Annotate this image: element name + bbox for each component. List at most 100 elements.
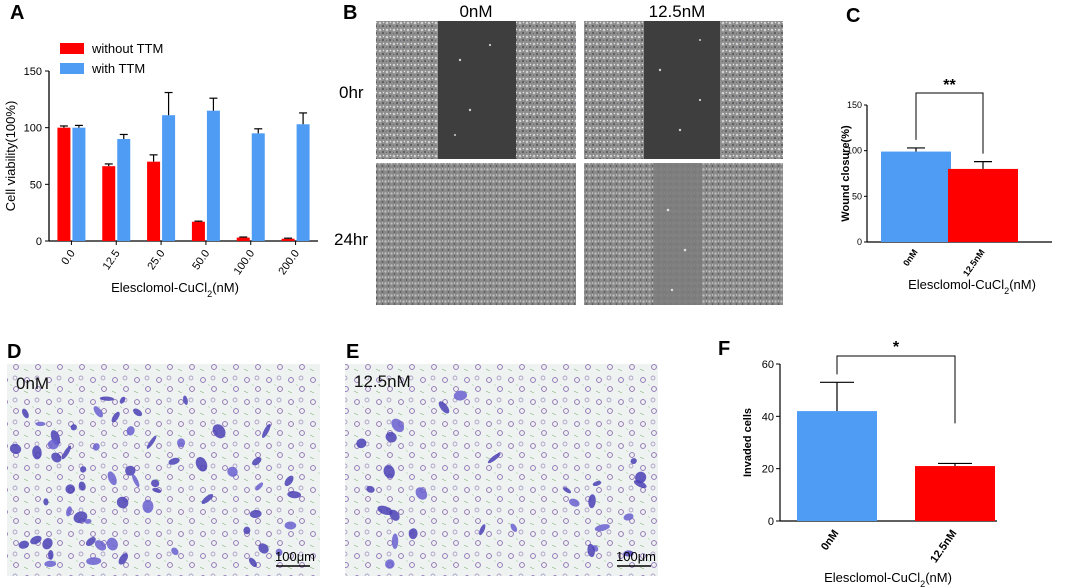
- y-tick-label-c-0: 0: [857, 237, 862, 247]
- invaded-cell: [168, 457, 180, 465]
- invaded-cell: [284, 475, 294, 487]
- invaded-cell: [132, 408, 143, 417]
- chart-a-x-axis-label: Elesclomol-CuCl2(nM): [111, 280, 239, 299]
- invaded-cell: [594, 524, 610, 532]
- bar-a-with-ttm-25-0: [162, 115, 176, 241]
- invaded-cell: [85, 537, 96, 547]
- bar-a-with-ttm-100-0: [251, 133, 265, 241]
- invaded-cell: [630, 458, 637, 465]
- invaded-cell: [415, 487, 428, 500]
- bar-a-without-ttm-25-0: [147, 161, 161, 241]
- y-tick-label-f-60: 60: [762, 359, 774, 371]
- invaded-cell: [30, 535, 42, 545]
- wound-assay-grid: 0nM 12.5nM 0hr 24hr: [334, 2, 783, 305]
- invaded-cell: [408, 528, 418, 540]
- invaded-cell: [42, 538, 53, 550]
- wound-image-12-5nm-0hr: [584, 21, 783, 159]
- invaded-cell: [438, 401, 450, 414]
- invaded-cell: [183, 395, 188, 405]
- y-tick-label-a-0: 0: [36, 236, 42, 248]
- invaded-cell: [119, 396, 126, 404]
- invaded-cell: [568, 498, 580, 507]
- invaded-cell: [48, 549, 54, 560]
- invaded-cell: [142, 499, 154, 513]
- invaded-cell: [453, 390, 468, 401]
- scale-label-d: 100μm: [275, 549, 315, 564]
- invaded-cell: [65, 484, 76, 494]
- x-tick-label-f-0nm: 0nM: [819, 528, 841, 553]
- y-tick-label-a-50: 50: [30, 179, 42, 191]
- chart-c-x-axis-label: Elesclomol-CuCl2(nM): [908, 277, 1036, 296]
- invaded-cell: [32, 445, 42, 460]
- invaded-cell: [43, 498, 49, 506]
- invaded-cell: [35, 421, 46, 427]
- invaded-cell: [51, 452, 62, 463]
- transwell-label-0nm: 0nM: [16, 374, 49, 393]
- x-tick-label-c-12-5nm: 12.5nM: [961, 247, 987, 278]
- invaded-cell: [177, 438, 186, 448]
- invaded-cell: [255, 482, 264, 491]
- y-tick-label-f-20: 20: [762, 464, 774, 476]
- invaded-cell: [118, 553, 129, 565]
- invaded-cell: [275, 548, 283, 556]
- x-tick-label-f-12-5nm: 12.5nM: [928, 528, 959, 565]
- bar-a-with-ttm-50-0: [206, 110, 220, 242]
- invaded-cell: [479, 524, 486, 536]
- invaded-cell: [243, 526, 251, 535]
- y-axis-label-a: Cell viability(100%): [3, 101, 18, 212]
- invaded-cell: [84, 518, 92, 524]
- invaded-cell: [385, 431, 397, 443]
- x-tick-label-c-0nm: 0nM: [901, 247, 920, 267]
- legend-label-without-ttm: without TTM: [91, 41, 163, 56]
- wound-row-label-0hr: 0hr: [339, 83, 364, 102]
- invaded-cell: [21, 408, 29, 419]
- wound-image-12-5nm-24hr: [584, 163, 783, 305]
- y-tick-label-c-50: 50: [852, 191, 862, 201]
- chart-f-x-axis-label: Elesclomol-CuCl2(nM): [824, 570, 952, 588]
- invaded-cell: [18, 540, 30, 549]
- bar-a-without-ttm-50-0: [191, 221, 205, 241]
- y-tick-label-c-150: 150: [847, 100, 862, 110]
- invaded-cell: [588, 494, 596, 509]
- invaded-cell: [623, 513, 634, 521]
- transwell-label-12-5nm: 12.5nM: [354, 372, 411, 391]
- bar-a-with-ttm-12-5: [117, 139, 131, 241]
- invaded-cell: [99, 396, 115, 401]
- bar-a-without-ttm-200-0: [281, 238, 295, 241]
- invaded-cell: [111, 411, 120, 423]
- invaded-cell: [592, 480, 602, 487]
- invaded-cell: [249, 509, 262, 518]
- x-tick-label-a-12-5: 12.5: [101, 248, 123, 272]
- invaded-cell: [93, 406, 103, 418]
- invaded-cell: [146, 435, 157, 449]
- invaded-cell: [70, 424, 77, 431]
- panel-letter-b: B: [343, 2, 357, 24]
- invaded-cell: [356, 438, 367, 449]
- panel-letter-c: C: [846, 5, 860, 27]
- significance-bracket-f: [836, 355, 956, 424]
- wound-image-0nm-0hr: [376, 21, 576, 159]
- invaded-cell: [287, 491, 302, 499]
- invaded-cell: [623, 550, 634, 557]
- invaded-cell: [80, 466, 87, 473]
- y-tick-label-a-100: 100: [24, 123, 42, 135]
- invaded-cell: [195, 456, 208, 472]
- invaded-cell: [92, 443, 100, 451]
- invaded-cell: [391, 533, 399, 550]
- invaded-cell: [78, 481, 86, 491]
- y-tick-label-f-40: 40: [762, 411, 774, 423]
- invaded-cell: [152, 487, 162, 493]
- invaded-cell: [94, 540, 107, 551]
- invaded-cell: [587, 543, 595, 558]
- invaded-cell: [383, 464, 395, 479]
- bar-c-12-5nm: [948, 168, 1018, 242]
- invaded-cell: [385, 559, 395, 569]
- panel-letter-d: D: [7, 341, 21, 363]
- invaded-cell: [258, 543, 269, 554]
- bar-a-without-ttm-12-5: [102, 166, 116, 241]
- invaded-cell: [201, 493, 214, 504]
- invaded-cell: [262, 423, 271, 438]
- legend-swatch-with-ttm: [60, 63, 84, 74]
- wound-row-label-24hr: 24hr: [334, 230, 368, 249]
